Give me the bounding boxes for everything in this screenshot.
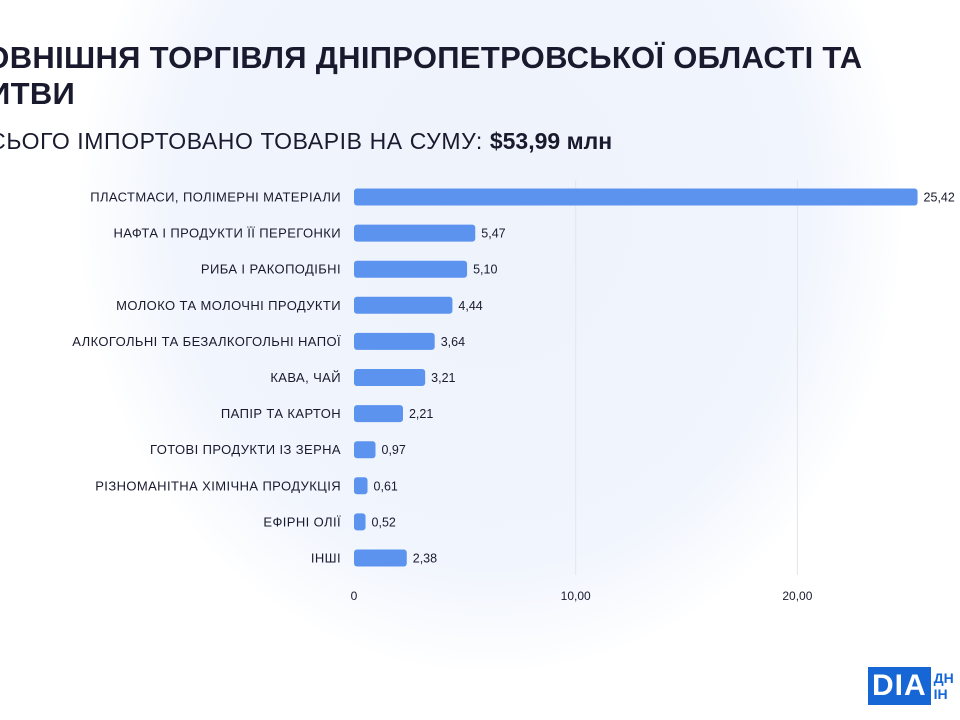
value-label: 5,47: [481, 227, 505, 241]
bar: [354, 441, 376, 459]
logo-text-line2: ІН: [933, 686, 948, 702]
logo-text-line1: ДН: [933, 670, 954, 686]
bar: [354, 296, 453, 314]
subtitle-amount: $53,99 млн: [489, 128, 613, 154]
bar: [354, 188, 918, 206]
bar: [354, 332, 435, 350]
category-label: АЛКОГОЛЬНІ ТА БЕЗАЛКОГОЛЬНІ НАПОЇ: [72, 334, 341, 349]
value-label: 4,44: [458, 299, 482, 313]
logo-mark: DIA: [868, 667, 931, 705]
bar: [354, 224, 476, 242]
bar: [354, 405, 403, 423]
bar: [354, 513, 366, 531]
value-label: 0,97: [382, 443, 406, 457]
page-subtitle: ВСЬОГО ІМПОРТОВАНО ТОВАРІВ НА СУМУ: $53,…: [0, 128, 612, 155]
value-label: 25,42: [924, 191, 955, 205]
value-label: 0,61: [374, 479, 398, 493]
category-label: ІНШІ: [311, 551, 341, 566]
category-label: ЕФІРНІ ОЛІЇ: [263, 514, 341, 529]
category-label: РИБА І РАКОПОДІБНІ: [201, 262, 341, 277]
x-tick-label: 0: [351, 589, 358, 603]
bar: [354, 477, 368, 495]
value-label: 5,10: [473, 263, 497, 277]
x-tick-label: 20,00: [782, 589, 812, 603]
value-label: 3,21: [431, 371, 455, 385]
value-label: 0,52: [372, 515, 396, 529]
page-title: ЗОВНІШНЯ ТОРГІВЛЯ ДНІПРОПЕТРОВСЬКОЇ ОБЛА…: [0, 40, 863, 111]
subtitle-prefix: ВСЬОГО ІМПОРТОВАНО ТОВАРІВ НА СУМУ:: [0, 128, 483, 154]
category-label: ПАПІР ТА КАРТОН: [221, 406, 341, 421]
category-label: РІЗНОМАНІТНА ХІМІЧНА ПРОДУКЦІЯ: [95, 478, 341, 493]
value-label: 2,21: [409, 407, 433, 421]
category-label: НАФТА І ПРОДУКТИ ЇЇ ПЕРЕГОНКИ: [113, 226, 341, 241]
value-label: 2,38: [413, 552, 437, 566]
x-tick-label: 10,00: [561, 589, 591, 603]
bar: [354, 549, 407, 567]
logo-text: ДН ІН: [934, 670, 954, 702]
dia-logo: DIA ДН ІН: [868, 667, 954, 705]
category-label: МОЛОКО ТА МОЛОЧНІ ПРОДУКТИ: [116, 298, 341, 313]
category-label: ГОТОВІ ПРОДУКТИ ІЗ ЗЕРНА: [150, 442, 341, 457]
value-label: 3,64: [441, 335, 465, 349]
bar: [354, 369, 426, 386]
category-label: ПЛАСТМАСИ, ПОЛІМЕРНІ МАТЕРІАЛИ: [90, 190, 341, 205]
bar: [354, 260, 468, 278]
category-label: КАВА, ЧАЙ: [270, 370, 341, 385]
